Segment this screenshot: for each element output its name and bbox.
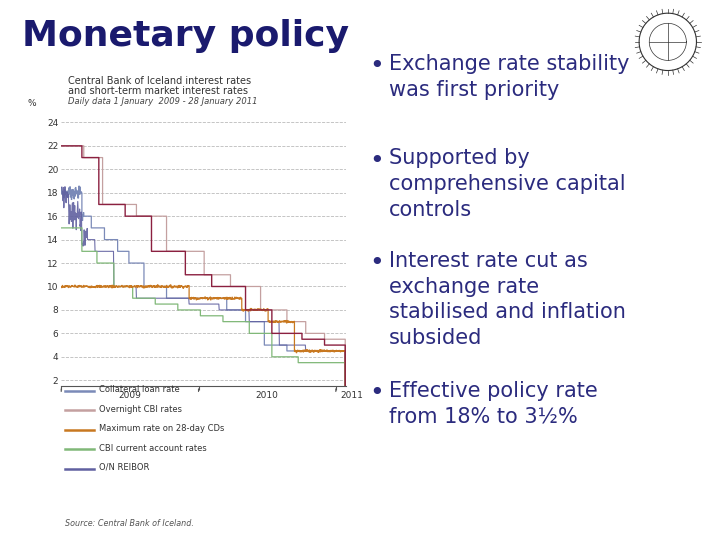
Text: Effective policy rate
from 18% to 3½%: Effective policy rate from 18% to 3½% xyxy=(389,381,598,426)
Text: Supported by
comprehensive capital
controls: Supported by comprehensive capital contr… xyxy=(389,148,626,220)
Text: Central Bank of Iceland interest rates: Central Bank of Iceland interest rates xyxy=(68,76,251,86)
Text: Collateral loan rate: Collateral loan rate xyxy=(99,385,180,394)
Text: Monetary policy: Monetary policy xyxy=(22,19,348,53)
Text: %: % xyxy=(27,99,36,108)
Text: Source: Central Bank of Iceland.: Source: Central Bank of Iceland. xyxy=(65,519,194,529)
Text: 2011: 2011 xyxy=(341,391,363,400)
Text: Interest rate cut as
exchange rate
stabilised and inflation
subsided: Interest rate cut as exchange rate stabi… xyxy=(389,251,626,348)
Text: and short-term market interest rates: and short-term market interest rates xyxy=(68,86,248,97)
Text: 2010: 2010 xyxy=(256,391,279,400)
Text: Exchange rate stability
was first priority: Exchange rate stability was first priori… xyxy=(389,54,629,99)
Text: O/N REIBOR: O/N REIBOR xyxy=(99,463,150,472)
Text: Maximum rate on 28-day CDs: Maximum rate on 28-day CDs xyxy=(99,424,225,433)
Text: •: • xyxy=(369,148,384,172)
Text: •: • xyxy=(369,251,384,275)
Text: Daily data 1 January  2009 - 28 January 2011: Daily data 1 January 2009 - 28 January 2… xyxy=(68,97,258,106)
Text: •: • xyxy=(369,381,384,404)
Text: CBI current account rates: CBI current account rates xyxy=(99,443,207,453)
Text: •: • xyxy=(369,54,384,78)
Text: 2009: 2009 xyxy=(118,391,141,400)
Text: Overnight CBI rates: Overnight CBI rates xyxy=(99,404,182,414)
